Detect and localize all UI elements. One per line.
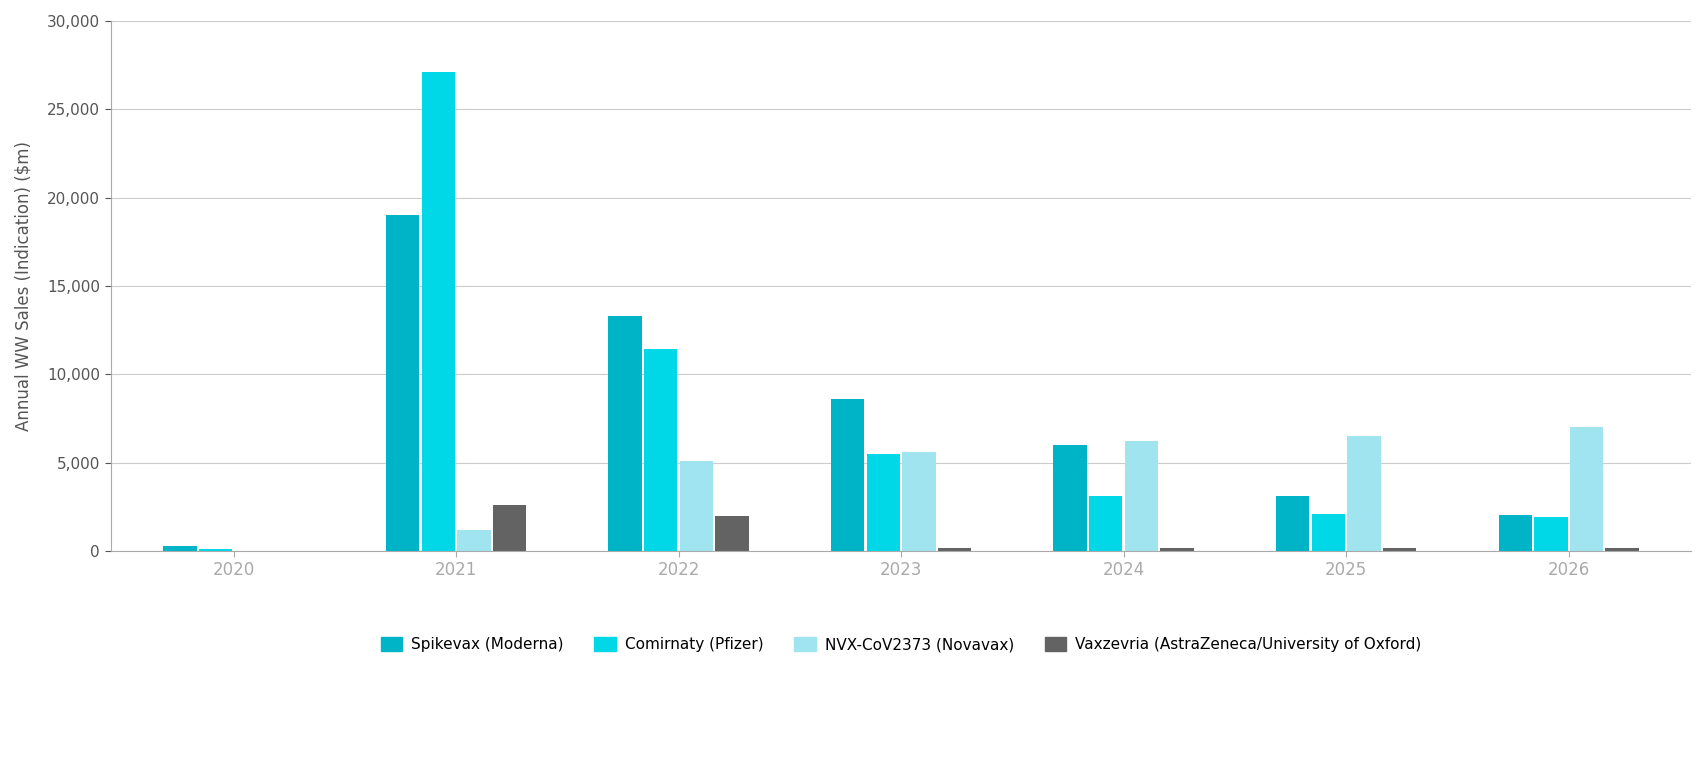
Bar — [1275, 496, 1309, 551]
Bar — [866, 454, 900, 551]
Bar — [421, 73, 455, 551]
Bar — [1497, 516, 1531, 551]
Bar — [1383, 548, 1415, 551]
Bar — [830, 399, 864, 551]
Bar — [385, 215, 419, 551]
Bar — [714, 516, 748, 551]
Bar — [199, 549, 232, 551]
Bar — [1311, 513, 1344, 551]
Bar — [679, 461, 713, 551]
Bar — [493, 505, 525, 551]
Bar — [1159, 548, 1194, 551]
Bar — [457, 529, 491, 551]
Bar — [1124, 442, 1158, 551]
Bar — [1533, 517, 1567, 551]
Bar — [1569, 427, 1603, 551]
Bar — [1054, 445, 1086, 551]
Legend: Spikevax (Moderna), Comirnaty (Pfizer), NVX-CoV2373 (Novavax), Vaxzevria (AstraZ: Spikevax (Moderna), Comirnaty (Pfizer), … — [373, 630, 1429, 660]
Bar — [938, 548, 970, 551]
Bar — [609, 316, 641, 551]
Bar — [1604, 548, 1639, 551]
Bar — [644, 349, 677, 551]
Y-axis label: Annual WW Sales (Indication) ($m): Annual WW Sales (Indication) ($m) — [15, 141, 32, 431]
Bar — [902, 452, 934, 551]
Bar — [164, 545, 196, 551]
Bar — [1088, 496, 1122, 551]
Bar — [1347, 436, 1379, 551]
